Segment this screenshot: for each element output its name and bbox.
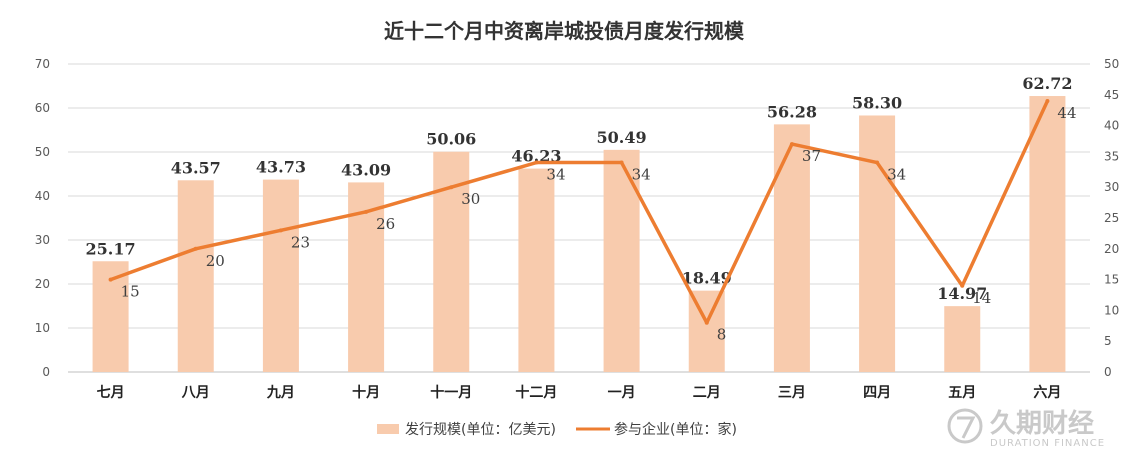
category-label: 一月 [608,385,636,401]
line-point [960,283,965,288]
watermark: 久期财经 DURATION FINANCE [947,408,1105,449]
line-data-labels: 15 20 23 26 30 34 34 8 37 34 14 44 [121,104,1077,344]
line-value-label: 30 [461,190,480,208]
category-label: 十一月 [430,384,472,401]
line-value-label: 20 [206,252,225,270]
left-tick-label: 20 [35,277,50,291]
right-tick-label: 5 [1104,334,1112,348]
bar-series [92,96,1066,373]
line-series [108,98,1050,325]
bar [177,180,214,372]
right-tick-label: 40 [1104,119,1119,133]
bar-value-label: 43.57 [171,158,221,177]
bar-value-label: 43.09 [341,160,391,179]
line-point [704,320,709,325]
line-value-label: 14 [972,289,991,307]
left-tick-label: 30 [35,233,50,247]
line-value-label: 15 [121,283,140,301]
watermark-text-en: DURATION FINANCE [990,438,1105,449]
bar [859,115,896,372]
line-path [109,100,1050,325]
right-axis: 0 5 10 15 20 25 30 35 40 45 50 [1104,57,1119,379]
line-point [193,246,198,251]
category-axis: 七月 八月 九月 十月 十一月 十二月 一月 二月 三月 四月 五月 六月 [97,384,1062,401]
right-tick-label: 0 [1104,365,1112,379]
right-tick-label: 45 [1104,88,1119,102]
watermark-logo-icon [947,408,983,444]
line-point [875,160,880,165]
line-value-label: 44 [1057,104,1076,122]
left-axis: 0 10 20 30 40 50 60 70 [35,57,50,379]
bar-value-label: 25.17 [86,239,136,258]
bar [518,168,555,372]
left-tick-label: 60 [35,101,50,115]
left-tick-label: 10 [35,321,50,335]
category-label: 十二月 [515,384,557,401]
line-value-label: 34 [887,166,906,184]
right-tick-label: 10 [1104,303,1119,317]
left-tick-label: 0 [42,365,50,379]
line-value-label: 34 [546,166,565,184]
gridlines [68,63,1090,373]
watermark-text-cn: 久期财经 [990,408,1094,439]
left-tick-label: 40 [35,189,50,203]
line-value-label: 34 [632,166,651,184]
line-point [278,228,283,233]
line-point [789,142,794,147]
bar-value-label: 58.30 [852,93,902,112]
right-tick-label: 20 [1104,242,1119,256]
line-value-label: 26 [376,215,395,233]
bar-value-label: 50.49 [597,128,647,147]
bar [944,306,981,372]
category-label: 四月 [863,385,891,401]
line-point [108,277,113,282]
left-tick-label: 50 [35,145,50,159]
category-label: 十月 [352,384,380,401]
bar [262,179,299,372]
line-point [1045,98,1050,103]
right-tick-label: 30 [1104,180,1119,194]
right-tick-label: 50 [1104,57,1119,71]
category-label: 八月 [181,385,210,401]
category-label: 五月 [948,385,976,401]
bar [1029,96,1066,373]
line-point [364,209,369,214]
category-label: 九月 [266,385,295,401]
right-tick-label: 35 [1104,149,1119,163]
chart-title: 近十二个月中资离岸城投债月度发行规模 [384,19,745,43]
category-label: 二月 [693,385,721,401]
right-tick-label: 15 [1104,273,1119,287]
legend-label-line: 参与企业(单位：家) [614,421,737,438]
legend-label-bar: 发行规模(单位：亿美元) [405,422,556,438]
legend-swatch-bar [377,424,399,434]
line-point [534,160,539,165]
bar-value-label: 50.06 [426,130,476,149]
bar-value-label: 18.49 [682,269,732,288]
bar-value-label: 62.72 [1022,74,1072,93]
bar-value-label: 14.97 [937,284,987,303]
bar-value-label: 56.28 [767,102,817,121]
bar [688,290,725,372]
category-label: 七月 [97,385,125,401]
line-value-label: 37 [802,147,821,165]
line-point [449,185,454,190]
line-point [619,160,624,165]
left-tick-label: 70 [35,57,50,71]
line-value-label: 8 [717,326,727,344]
category-label: 六月 [1033,384,1061,401]
bar-value-label: 43.73 [256,158,306,177]
category-label: 三月 [778,385,806,401]
line-value-label: 23 [291,233,310,251]
legend: 发行规模(单位：亿美元) 参与企业(单位：家) [377,421,737,438]
right-tick-label: 25 [1104,211,1119,225]
